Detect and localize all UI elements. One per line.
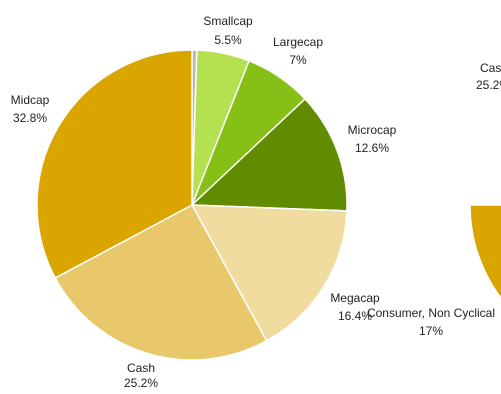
label-cash-value: 25.2% <box>124 376 158 389</box>
label-microcap-name: Microcap <box>348 123 397 137</box>
label-megacap-value: 16.4% <box>338 309 372 323</box>
label-megacap-name: Megacap <box>330 291 380 305</box>
label-smallcap-name: Smallcap <box>203 14 253 28</box>
pie-chart-main <box>36 49 348 361</box>
label-second-consumer-value: 17% <box>419 324 443 338</box>
label-midcap-name: Midcap <box>11 93 50 107</box>
label-second-cash-name: Cash <box>480 61 501 75</box>
label-smallcap-value: 5.5% <box>214 33 242 47</box>
label-second-consumer-name: Consumer, Non Cyclical <box>367 306 495 320</box>
label-largecap-value: 7% <box>289 53 307 67</box>
pie2-slice-cash <box>469 204 501 300</box>
label-cash-name: Cash <box>127 361 155 375</box>
pie-slice-megacap <box>190 204 348 342</box>
label-microcap-value: 12.6% <box>355 141 389 155</box>
pie-chart-secondary <box>469 204 501 300</box>
label-midcap-value: 32.8% <box>13 111 47 125</box>
label-largecap-name: Largecap <box>273 35 323 49</box>
pie-slice-microcap <box>190 97 348 212</box>
label-second-cash-value: 25.2% <box>476 78 501 92</box>
pie-slice-midcap <box>36 49 193 279</box>
pie-slice-cash <box>54 203 268 361</box>
